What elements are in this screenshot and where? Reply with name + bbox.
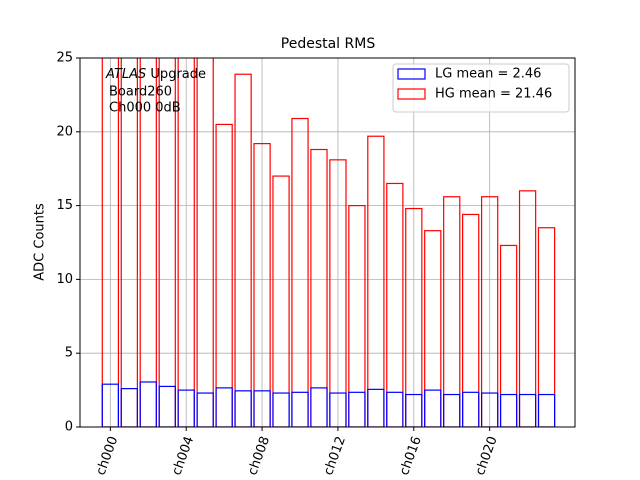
annotation-tag: Upgrade bbox=[150, 67, 206, 82]
y-tick-label: 0 bbox=[65, 420, 73, 435]
y-tick-label: 5 bbox=[65, 346, 73, 361]
annotation-board: Board260 bbox=[109, 85, 172, 100]
bar bbox=[348, 205, 366, 427]
bar bbox=[537, 227, 556, 427]
bar bbox=[101, 58, 120, 427]
bar bbox=[480, 196, 499, 427]
legend-label: LG mean = 2.46 bbox=[435, 67, 541, 82]
chart-title: Pedestal RMS bbox=[281, 36, 376, 52]
y-tick-label: 15 bbox=[56, 198, 73, 213]
bar bbox=[329, 159, 347, 427]
legend-swatch bbox=[397, 88, 426, 100]
annotation: ATLAS Upgrade bbox=[105, 67, 206, 82]
annotation-channel: Ch000 0dB bbox=[109, 101, 181, 116]
bar bbox=[443, 196, 461, 427]
bar bbox=[272, 392, 290, 427]
bar bbox=[405, 393, 423, 427]
annotation-experiment: ATLAS bbox=[105, 67, 146, 82]
bar bbox=[499, 393, 518, 427]
bar bbox=[158, 385, 176, 427]
bar bbox=[272, 175, 290, 427]
y-tick-label: 20 bbox=[56, 124, 73, 139]
bar bbox=[424, 230, 442, 427]
bar bbox=[253, 390, 271, 427]
bar bbox=[234, 390, 252, 427]
bar bbox=[101, 383, 120, 427]
legend-box bbox=[392, 63, 570, 113]
bar bbox=[518, 393, 537, 427]
bar bbox=[386, 182, 404, 427]
legend-label: HG mean = 21.46 bbox=[435, 87, 552, 102]
bar bbox=[499, 244, 518, 427]
bar bbox=[329, 392, 347, 427]
bar bbox=[310, 148, 328, 427]
bar bbox=[196, 392, 214, 427]
axes-frame bbox=[79, 57, 576, 428]
bar bbox=[177, 389, 195, 427]
y-axis-label: ADC Counts bbox=[33, 203, 48, 281]
bar bbox=[253, 143, 271, 427]
bar bbox=[424, 389, 442, 427]
legend-swatch bbox=[397, 68, 426, 80]
bar bbox=[480, 392, 499, 427]
bar bbox=[367, 135, 385, 427]
bar bbox=[367, 388, 385, 427]
bar bbox=[443, 393, 461, 427]
y-tick-label: 25 bbox=[56, 51, 73, 66]
bar bbox=[462, 213, 480, 427]
bar bbox=[196, 58, 214, 427]
bar bbox=[537, 393, 556, 427]
bar bbox=[405, 207, 423, 427]
bar bbox=[158, 58, 176, 427]
bar bbox=[234, 73, 252, 427]
y-tick-label: 10 bbox=[56, 272, 73, 287]
bar bbox=[518, 190, 537, 427]
bar bbox=[291, 117, 309, 427]
